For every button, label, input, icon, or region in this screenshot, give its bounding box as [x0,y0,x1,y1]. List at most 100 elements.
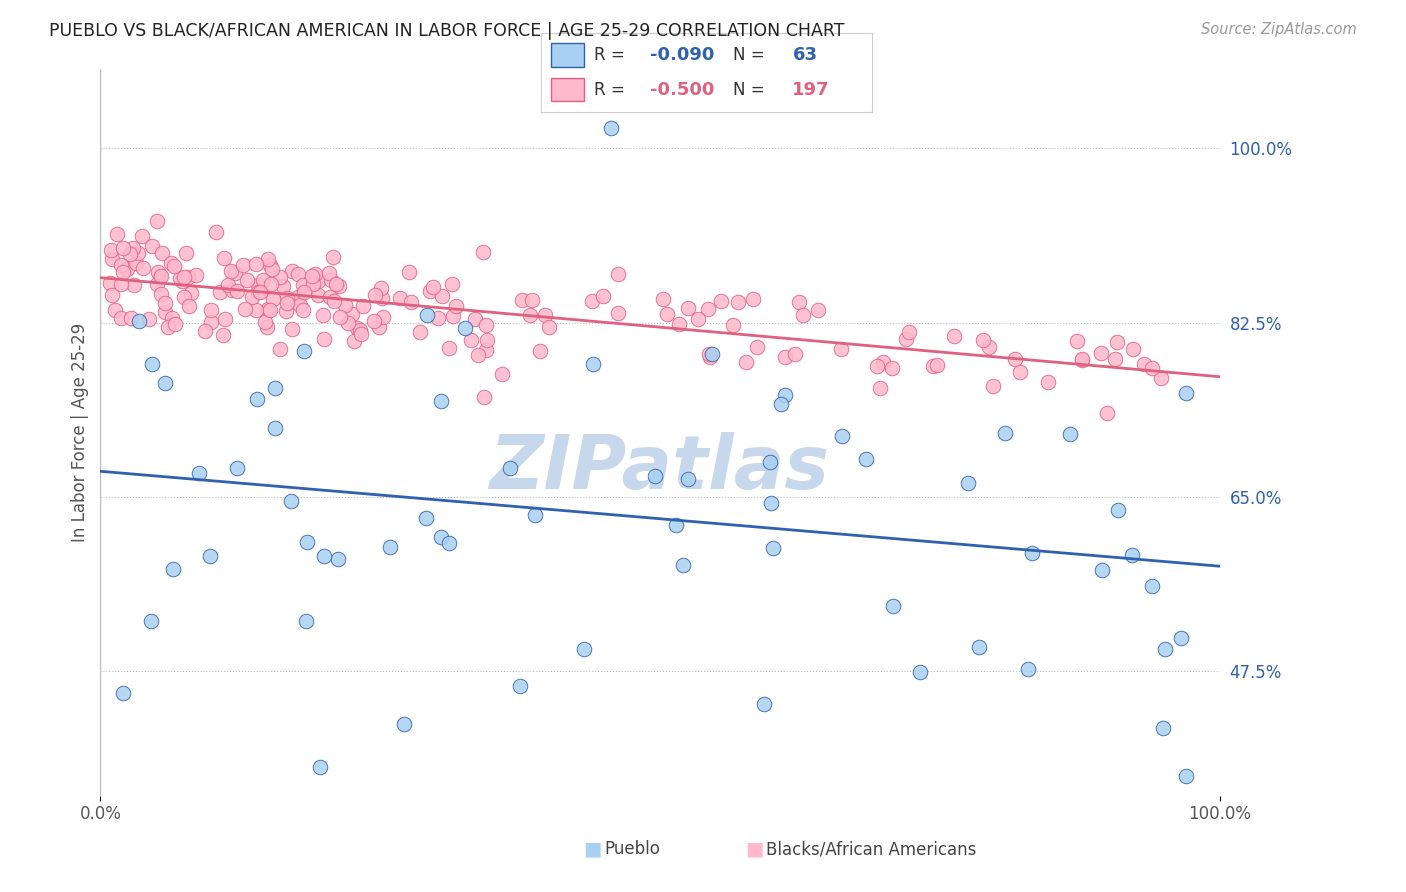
Point [908,665,931,680]
Point [138,312,160,326]
Point [312,308,335,322]
Point [120,247,142,261]
Point [364,288,387,302]
Point [112,686,135,700]
Point [419,284,441,298]
Point [198,549,221,563]
Point [132,260,155,275]
Point [773,350,796,364]
Point [1021,546,1043,560]
Point [759,496,782,510]
Point [529,343,551,358]
Point [1091,563,1114,577]
Point [1070,353,1092,368]
Point [304,267,326,281]
Point [302,277,325,291]
Point [308,759,330,773]
Point [281,321,304,335]
Point [146,277,169,291]
Point [174,245,197,260]
Point [1174,769,1197,783]
Point [280,494,302,508]
Point [1004,351,1026,366]
Point [131,229,153,244]
Point [173,290,195,304]
Point [172,274,194,288]
Point [1150,371,1173,385]
Point [1017,662,1039,676]
Point [188,466,211,480]
Point [665,518,688,533]
Point [582,358,605,372]
Point [972,334,994,348]
Point [349,327,371,342]
Point [329,310,352,324]
Point [208,285,231,299]
Point [1036,375,1059,389]
Point [957,476,980,491]
Point [491,367,513,381]
Point [872,355,894,369]
Point [160,255,183,269]
Point [721,318,744,332]
Point [710,294,733,309]
Point [415,511,437,525]
Point [430,288,453,302]
Point [979,340,1001,354]
Point [233,301,256,316]
Point [141,239,163,253]
Point [124,256,146,270]
Text: ■: ■ [745,839,763,858]
Text: R =: R = [595,46,630,64]
Point [149,269,172,284]
Point [467,348,489,362]
Point [169,270,191,285]
Point [1152,722,1174,736]
Point [110,258,132,272]
Point [224,267,246,281]
Point [177,270,200,285]
Point [127,246,149,260]
Point [288,298,311,312]
Text: 63: 63 [793,46,817,64]
Point [146,214,169,228]
Point [153,305,176,319]
Point [245,257,267,271]
Point [323,294,346,309]
Point [1170,631,1192,645]
Point [1153,641,1175,656]
Point [292,344,315,359]
Point [671,558,693,573]
Point [236,273,259,287]
Point [787,295,810,310]
Point [697,347,720,361]
Text: N =: N = [733,46,770,64]
Point [439,341,461,355]
Point [499,460,522,475]
Point [269,343,291,357]
Point [607,306,630,320]
Point [247,277,270,292]
Point [472,244,495,259]
Point [307,288,329,302]
Point [389,291,412,305]
Point [378,541,401,555]
Point [273,279,295,293]
Point [1008,365,1031,379]
Point [256,320,278,334]
Point [652,292,675,306]
Point [219,264,242,278]
Point [205,225,228,239]
Point [655,307,678,321]
Point [727,294,749,309]
Point [1107,503,1129,517]
Point [392,717,415,731]
Point [519,308,541,322]
Point [146,265,169,279]
Text: 197: 197 [793,80,830,98]
Point [475,318,498,333]
Point [314,332,336,346]
Point [292,278,315,293]
Point [758,455,780,469]
Point [678,301,700,316]
